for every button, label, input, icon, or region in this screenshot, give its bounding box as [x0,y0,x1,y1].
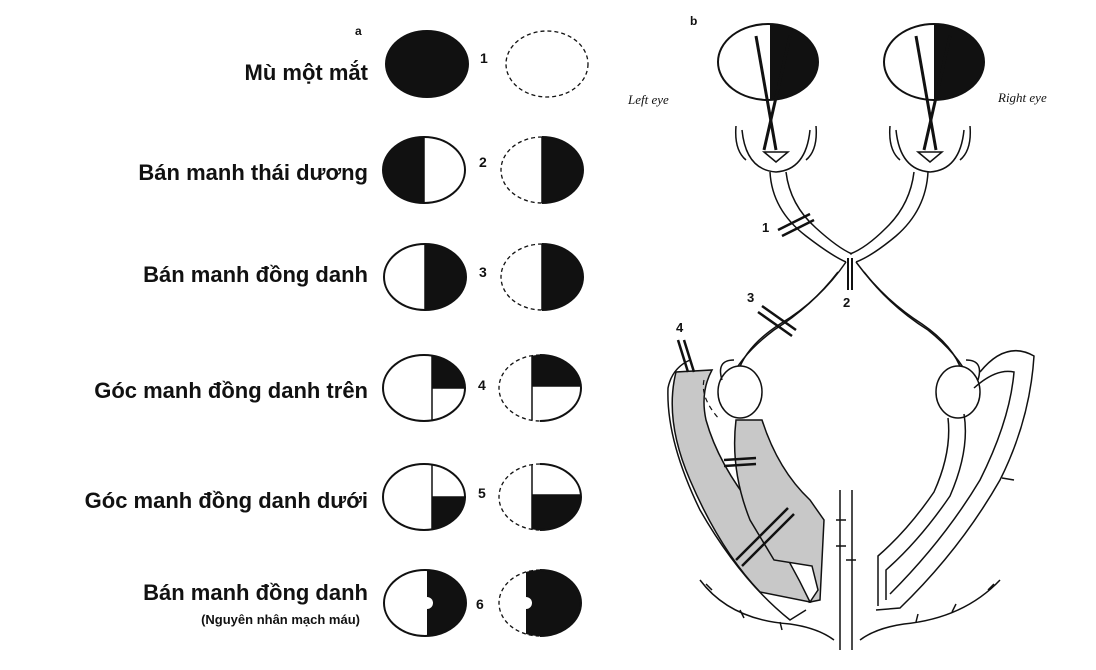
field-row-3-right [500,243,584,311]
lesion-marker-5 [723,456,757,468]
lesion-number-3: 3 [747,290,755,305]
lateral-geniculate-nuclei [717,359,981,419]
row-label-homonymous-hemianopia: Bán manh đồng danh [143,262,368,287]
panel-letter-a: a [355,24,362,38]
panel-letter-b: b [690,14,698,28]
left-eye-label: Left eye [628,92,669,107]
lesion-number-1: 1 [762,220,770,235]
field-row-4-right [498,354,582,422]
row-number-2: 2 [479,154,487,170]
field-row-1-right [505,30,589,98]
row-number-1: 1 [480,50,488,66]
left-optic-radiation [667,359,825,621]
field-row-4-left [382,354,466,422]
row-label-vascular-hemianopia: Bán manh đồng danh [143,580,368,605]
field-row-2-right [500,136,584,204]
row-label-bitemporal-hemianopia: Bán manh thái dương [138,160,368,185]
field-row-6-left [383,569,467,637]
optic-nerves [769,171,929,263]
row-sublabel-vascular-cause: (Nguyên nhân mạch máu) [201,612,360,627]
right-eye [883,23,985,173]
lesion-marker-3 [757,304,797,338]
row-number-3: 3 [479,264,487,280]
left-eye [717,23,819,173]
lesion-marker-6 [735,507,795,567]
row-label-superior-quadrantanopia: Góc manh đồng danh trên [94,378,368,403]
right-eye-label: Right eye [998,90,1047,105]
row-label-inferior-quadrantanopia: Góc manh đồng danh dưới [84,488,368,513]
right-optic-radiation [875,349,1035,611]
row-number-5: 5 [478,485,486,501]
lesion-number-2: 2 [843,295,851,310]
optic-tracts [729,261,971,381]
field-row-3-left [383,243,467,311]
row-number-6: 6 [476,596,484,612]
occipital-cortex [699,490,1001,650]
field-row-1-left [385,30,469,98]
lesion-marker-2 [847,258,853,290]
field-row-5-left [382,463,466,531]
row-number-4: 4 [478,377,486,393]
field-row-5-right [498,463,582,531]
row-label-monocular-blindness: Mù một mắt [244,60,368,85]
lesion-marker-1 [777,212,815,238]
lesion-number-4: 4 [676,320,684,335]
field-row-6-right [498,569,582,637]
lesion-marker-4 [676,339,696,373]
field-row-2-left [382,136,466,204]
